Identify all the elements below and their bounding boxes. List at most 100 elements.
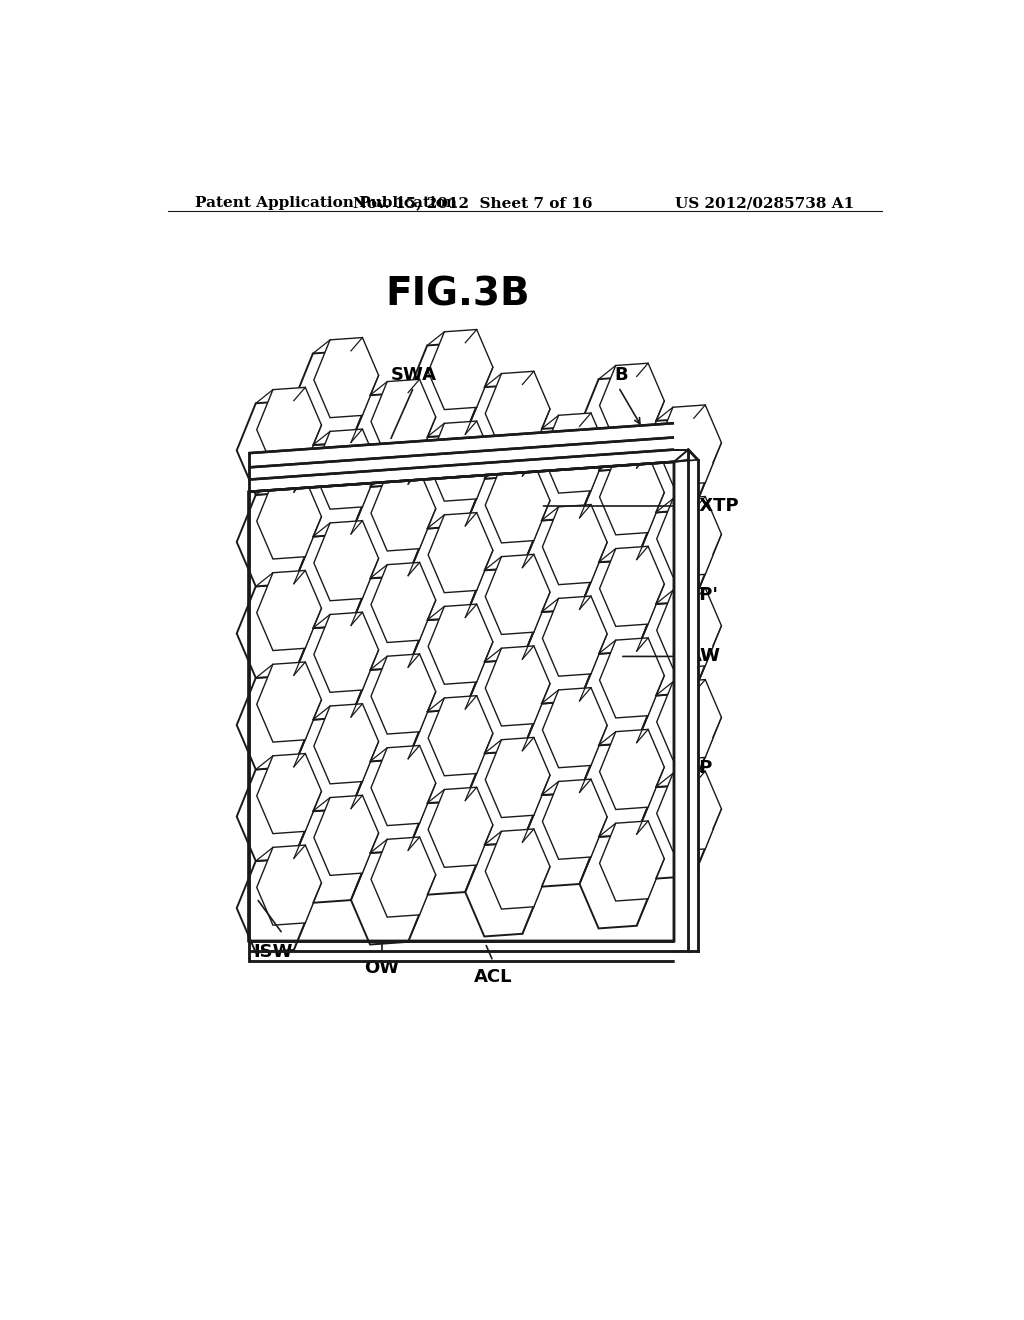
Polygon shape [543,688,607,768]
Polygon shape [314,338,379,417]
Polygon shape [294,442,370,537]
Text: AW: AW [687,647,721,665]
Polygon shape [409,525,484,620]
Polygon shape [294,809,370,903]
Text: FIG.3B: FIG.3B [385,276,529,313]
Polygon shape [428,696,493,776]
Polygon shape [351,484,427,578]
Polygon shape [371,837,436,917]
Polygon shape [237,583,313,678]
Polygon shape [465,751,542,845]
Polygon shape [543,504,607,585]
Polygon shape [371,653,436,734]
Polygon shape [637,784,713,879]
Polygon shape [465,842,542,936]
Polygon shape [637,510,713,605]
Polygon shape [485,738,550,817]
Polygon shape [522,701,599,795]
Polygon shape [428,605,493,684]
Polygon shape [351,759,427,853]
Polygon shape [371,379,436,459]
Polygon shape [314,795,379,875]
Polygon shape [674,459,697,952]
Polygon shape [351,392,427,487]
Polygon shape [351,850,427,945]
Polygon shape [257,570,322,651]
Polygon shape [522,792,599,887]
Text: EXTP: EXTP [687,498,739,515]
Polygon shape [543,413,607,494]
Polygon shape [428,512,493,593]
Polygon shape [428,421,493,502]
Polygon shape [294,533,370,628]
Polygon shape [522,517,599,612]
Polygon shape [580,469,655,562]
Polygon shape [237,492,313,586]
Polygon shape [465,568,542,661]
Polygon shape [600,363,665,444]
Polygon shape [314,704,379,784]
Polygon shape [485,463,550,543]
Polygon shape [237,767,313,861]
Polygon shape [656,771,722,851]
Polygon shape [485,645,550,726]
Polygon shape [294,351,370,445]
Polygon shape [656,680,722,760]
Polygon shape [257,479,322,558]
Polygon shape [580,376,655,471]
Polygon shape [600,638,665,718]
Text: FP: FP [687,759,713,777]
Polygon shape [409,618,484,711]
Text: B: B [614,366,629,384]
Polygon shape [522,610,599,704]
Polygon shape [465,384,542,479]
Polygon shape [485,554,550,635]
Polygon shape [314,429,379,510]
Polygon shape [600,546,665,627]
Polygon shape [485,371,550,451]
Polygon shape [543,779,607,859]
Polygon shape [257,663,322,742]
Polygon shape [637,418,713,512]
Polygon shape [656,496,722,577]
Polygon shape [371,562,436,643]
Polygon shape [428,330,493,409]
Polygon shape [543,597,607,676]
Text: Patent Application Publication: Patent Application Publication [196,195,458,210]
Polygon shape [600,455,665,535]
Polygon shape [580,651,655,746]
Text: ISW: ISW [254,942,293,961]
Polygon shape [600,821,665,902]
Polygon shape [656,405,722,484]
Polygon shape [580,743,655,837]
Polygon shape [637,602,713,696]
Polygon shape [409,800,484,895]
Polygon shape [409,709,484,803]
Polygon shape [485,829,550,909]
Polygon shape [314,520,379,601]
Text: FP': FP' [687,586,719,605]
Polygon shape [237,401,313,495]
Text: OW: OW [365,960,399,977]
Polygon shape [257,754,322,834]
Polygon shape [351,667,427,762]
Polygon shape [257,387,322,467]
Polygon shape [522,426,599,520]
Polygon shape [580,834,655,928]
Polygon shape [409,434,484,528]
Polygon shape [237,676,313,770]
Polygon shape [371,471,436,550]
Polygon shape [637,693,713,787]
Polygon shape [600,730,665,809]
Text: Nov. 15, 2012  Sheet 7 of 16: Nov. 15, 2012 Sheet 7 of 16 [353,195,593,210]
Polygon shape [249,424,674,492]
Polygon shape [656,587,722,668]
Polygon shape [351,576,427,669]
Polygon shape [371,746,436,825]
Text: US 2012/0285738 A1: US 2012/0285738 A1 [675,195,854,210]
Polygon shape [465,477,542,570]
Polygon shape [294,626,370,719]
Text: ACL: ACL [474,969,512,986]
Polygon shape [409,343,484,437]
Polygon shape [428,787,493,867]
